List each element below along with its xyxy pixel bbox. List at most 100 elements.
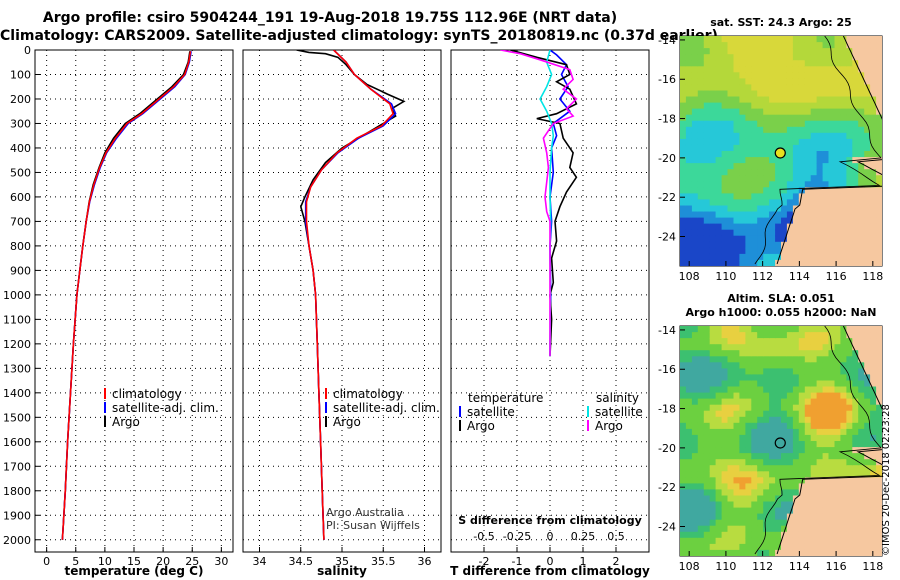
map-cell <box>810 416 818 424</box>
map-cell <box>685 120 693 128</box>
map-cell <box>769 181 776 188</box>
map-cell <box>715 120 723 128</box>
map-cell <box>680 54 687 61</box>
map-cell <box>751 84 758 92</box>
map-cell <box>781 36 788 43</box>
map-cell <box>733 447 740 454</box>
map-cell <box>709 66 717 73</box>
map-cell <box>781 495 788 503</box>
map-cell <box>680 428 687 436</box>
map-cell <box>691 199 699 207</box>
map-cell <box>876 332 882 339</box>
map-cell <box>751 217 758 225</box>
map-cell <box>680 96 687 104</box>
map-cell <box>715 422 723 430</box>
map-cell <box>763 356 770 363</box>
map-cell <box>846 380 853 388</box>
map-cell <box>680 42 687 49</box>
map-cell <box>757 241 764 249</box>
map-cell <box>852 66 859 73</box>
map-cell <box>876 259 882 266</box>
map-cell <box>858 169 865 176</box>
map-cell <box>781 102 788 110</box>
map-cell <box>691 459 699 466</box>
map-cell <box>870 374 877 382</box>
map-cell <box>775 175 782 182</box>
map-cell <box>846 489 853 497</box>
map-cell <box>739 392 746 400</box>
map-cell <box>804 326 812 333</box>
map-cell <box>727 187 734 194</box>
map-cell <box>775 416 782 424</box>
map-cell <box>810 326 818 333</box>
map-cell <box>834 223 841 231</box>
map-cell <box>852 477 859 484</box>
map-cell <box>751 453 758 460</box>
map-cell <box>810 60 818 67</box>
map-cell <box>822 483 830 491</box>
map-cell <box>733 187 740 194</box>
map-cell <box>822 193 830 201</box>
sst-map-shelf-contour <box>754 36 882 265</box>
map-cell <box>733 368 740 376</box>
map-cell <box>680 459 687 466</box>
map-cell <box>751 223 758 231</box>
map-cell <box>685 471 693 478</box>
sst-map-ytick-label: -14 <box>658 34 676 47</box>
map-cell <box>798 441 806 448</box>
map-cell <box>697 513 705 521</box>
map-cell <box>798 525 806 533</box>
map-cell <box>786 144 794 152</box>
map-cell <box>739 163 746 170</box>
map-cell <box>757 229 764 237</box>
map-cell <box>822 332 830 339</box>
map-cell <box>858 368 865 376</box>
map-cell <box>769 199 776 207</box>
map-cell <box>822 205 830 213</box>
map-cell <box>858 471 865 478</box>
map-cell <box>858 223 865 231</box>
map-cell <box>697 211 705 219</box>
map-cell <box>786 537 794 545</box>
map-cell <box>852 362 859 369</box>
map-cell <box>840 151 847 158</box>
map-cell <box>781 126 788 134</box>
map-cell <box>810 386 818 394</box>
map-cell <box>757 36 764 43</box>
map-cell <box>769 211 776 219</box>
map-cell <box>846 138 853 146</box>
map-cell <box>828 549 835 556</box>
map-cell <box>709 169 717 176</box>
map-cell <box>703 434 711 442</box>
map-cell <box>685 48 693 55</box>
map-cell <box>804 84 812 92</box>
argo-australia-note: Argo Australia <box>326 506 404 519</box>
map-cell <box>685 447 693 454</box>
map-cell <box>852 253 859 261</box>
map-cell <box>727 374 734 382</box>
map-cell <box>864 404 871 412</box>
map-cell <box>840 374 847 382</box>
map-cell <box>715 398 723 406</box>
map-cell <box>751 193 758 201</box>
map-cell <box>870 126 877 134</box>
map-cell <box>804 205 812 213</box>
map-cell <box>828 163 835 170</box>
map-cell <box>810 428 818 436</box>
map-cell <box>697 66 705 73</box>
map-cell <box>745 90 752 98</box>
map-cell <box>709 380 717 388</box>
map-cell <box>697 483 705 491</box>
map-cell <box>775 513 782 521</box>
map-cell <box>786 362 794 369</box>
map-cell <box>798 169 806 176</box>
map-cell <box>685 211 693 219</box>
map-cell <box>739 84 746 92</box>
map-cell <box>775 181 782 188</box>
map-cell <box>715 175 723 182</box>
map-cell <box>697 72 705 79</box>
map-cell <box>745 501 752 509</box>
map-cell <box>810 404 818 412</box>
map-cell <box>792 163 800 170</box>
map-cell <box>697 447 705 454</box>
